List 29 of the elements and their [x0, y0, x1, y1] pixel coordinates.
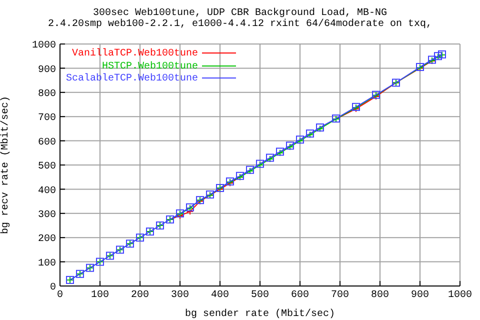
chart-title: 300sec Web100tune, UDP CBR Background Load, MB-NG — [92, 8, 388, 19]
y-tick-label: 700 — [38, 113, 56, 124]
y-tick-label: 500 — [38, 162, 56, 173]
y-tick-label: 900 — [38, 64, 56, 76]
y-tick-label: 100 — [38, 258, 56, 270]
y-tick-label: 800 — [38, 88, 56, 100]
y-tick-label: 1000 — [32, 40, 56, 52]
y-tick-label: 0 — [50, 282, 56, 294]
legend-label: ScalableTCP.Web100tune — [66, 73, 200, 86]
x-tick-label: 600 — [290, 290, 310, 302]
x-tick-label: 0 — [56, 290, 64, 302]
x-tick-label: 300 — [170, 290, 190, 302]
y-tick-label: 600 — [38, 137, 56, 148]
y-tick-label: 200 — [38, 234, 56, 246]
legend-label: VanillaTCP.Web100tune — [71, 48, 200, 61]
y-axis-title: bg recv rate (Mbit/sec) — [0, 96, 12, 234]
y-tick-label: 300 — [38, 210, 56, 221]
x-axis-title: bg sender rate (Mbit/sec) — [184, 308, 336, 320]
x-tick-label: 500 — [250, 290, 270, 302]
legend-label: HSTCP.Web100tune — [101, 60, 200, 73]
x-tick-label: 1000 — [448, 290, 472, 302]
y-tick-label: 400 — [38, 186, 56, 197]
x-tick-label: 800 — [370, 290, 390, 302]
chart-subtitle: 2.4.20smp web100-2.2.1, e1000-4.4.12 rxint 64/64moderate on txq, — [46, 19, 434, 30]
x-tick-label: 700 — [330, 290, 350, 302]
x-tick-label: 900 — [410, 290, 430, 302]
x-tick-label: 400 — [210, 290, 230, 302]
x-tick-label: 100 — [90, 290, 110, 302]
x-tick-label: 200 — [130, 290, 150, 302]
